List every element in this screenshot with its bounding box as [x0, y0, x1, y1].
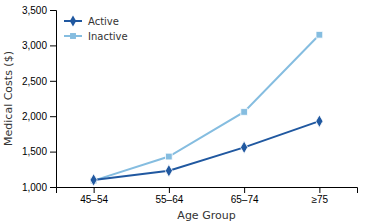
- x-tick-mark: [319, 187, 320, 193]
- series-line: [94, 35, 320, 181]
- y-tick-mark: [50, 81, 56, 82]
- y-tick-label: 2,000: [22, 111, 47, 122]
- y-tick: 2,500: [22, 76, 56, 87]
- series-marker: [316, 31, 323, 38]
- x-axis-line: [57, 188, 358, 194]
- plot: 45–54 55–64 65–74 ≥75 1,000 1,500 2,000 2,500 3,…: [22, 5, 358, 205]
- y-axis-line: [50, 11, 57, 188]
- series-marker: [241, 109, 248, 116]
- series-line: [94, 121, 320, 180]
- y-tick: 1,500: [22, 146, 56, 157]
- y-tick-label: 1,500: [22, 146, 47, 157]
- y-tick-mark: [50, 187, 56, 188]
- y-tick: 1,000: [22, 182, 56, 193]
- series-marker: [90, 174, 97, 186]
- x-tick: 55–64: [155, 187, 183, 205]
- y-tick-label: 3,500: [22, 5, 47, 16]
- y-tick: 3,500: [22, 5, 56, 16]
- series: [90, 115, 323, 186]
- legend-item: Inactive: [64, 31, 128, 42]
- x-axis: 45–54 55–64 65–74 ≥75: [57, 187, 358, 205]
- y-tick-mark: [50, 45, 56, 46]
- y-tick-label: 1,000: [22, 182, 47, 193]
- legend-marker: [70, 33, 76, 39]
- x-tick: ≥75: [312, 187, 329, 205]
- y-axis: 1,000 1,500 2,000 2,500 3,000 3,500: [22, 5, 57, 193]
- y-axis-title: Medical Costs ($): [2, 51, 15, 146]
- x-tick-mark: [94, 187, 95, 193]
- series-marker: [241, 141, 248, 153]
- legend-item: Active: [64, 15, 119, 26]
- chart: 45–54 55–64 65–74 ≥75 1,000 1,500 2,000 2,500 3,…: [0, 0, 371, 223]
- x-tick-label: 55–64: [155, 194, 183, 205]
- x-tick-label: 45–54: [80, 194, 108, 205]
- legend-label: Active: [88, 16, 119, 27]
- y-tick: 3,000: [22, 40, 56, 51]
- x-tick: 65–74: [231, 187, 259, 205]
- x-tick-label: 65–74: [231, 194, 259, 205]
- y-tick-mark: [50, 116, 56, 117]
- y-tick-label: 2,500: [22, 76, 47, 87]
- legend: Active Inactive: [64, 15, 128, 41]
- legend-label: Inactive: [88, 31, 128, 42]
- legend-marker: [70, 15, 76, 26]
- x-axis-title: Age Group: [177, 209, 235, 222]
- y-tick-label: 3,000: [22, 40, 47, 51]
- y-tick: 2,000: [22, 111, 56, 122]
- series-marker: [166, 153, 173, 160]
- series-marker: [316, 115, 323, 127]
- y-tick-mark: [50, 10, 56, 11]
- y-tick-mark: [50, 152, 56, 153]
- x-tick-mark: [244, 187, 245, 193]
- series: [90, 31, 322, 184]
- series-group: [90, 31, 323, 186]
- x-tick: 45–54: [80, 187, 108, 205]
- series-marker: [165, 164, 172, 176]
- x-tick-mark: [169, 187, 170, 193]
- x-tick-label: ≥75: [312, 194, 329, 205]
